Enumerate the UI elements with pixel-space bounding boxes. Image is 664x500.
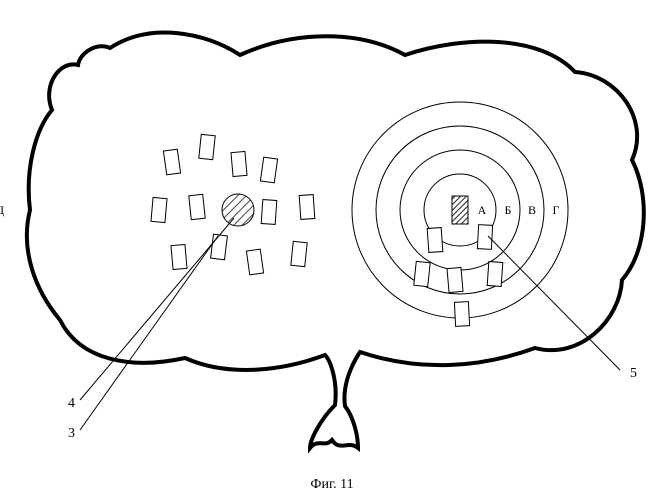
right-rect-2 xyxy=(414,261,430,286)
zone-label-1: Б xyxy=(505,203,512,217)
lead-label-4: 4 xyxy=(68,396,75,411)
zone-label-0: А xyxy=(478,203,487,217)
left-rect-1 xyxy=(199,134,215,159)
left-center-circle xyxy=(222,194,254,226)
right-rect-3 xyxy=(447,267,463,292)
right-rect-1 xyxy=(477,225,492,250)
left-rect-0 xyxy=(163,149,180,175)
right-rect-5 xyxy=(454,302,469,327)
left-rect-3 xyxy=(260,157,277,183)
zone-label-3: Г xyxy=(553,203,560,217)
left-rect-10 xyxy=(246,249,263,275)
right-rect-4 xyxy=(487,262,503,287)
tree-outline xyxy=(27,33,644,448)
lead-label-5: 5 xyxy=(630,366,637,381)
right-cluster: А Б В Г Д xyxy=(0,102,568,326)
right-rect-0 xyxy=(427,228,443,253)
left-rect-9 xyxy=(211,234,228,260)
figure-caption: Фиг. 11 xyxy=(310,477,353,492)
zone-label-4: Д xyxy=(0,203,4,217)
left-rect-8 xyxy=(171,244,187,269)
left-rect-11 xyxy=(291,241,307,266)
left-rect-7 xyxy=(299,195,315,220)
lead-label-3: 3 xyxy=(68,426,75,441)
left-rect-6 xyxy=(261,200,277,225)
left-rect-4 xyxy=(151,197,167,222)
left-rect-2 xyxy=(231,151,247,176)
zone-label-2: В xyxy=(528,203,536,217)
left-rect-5 xyxy=(189,194,205,219)
right-center-rect xyxy=(452,196,468,224)
lead-line-3 xyxy=(80,236,218,430)
